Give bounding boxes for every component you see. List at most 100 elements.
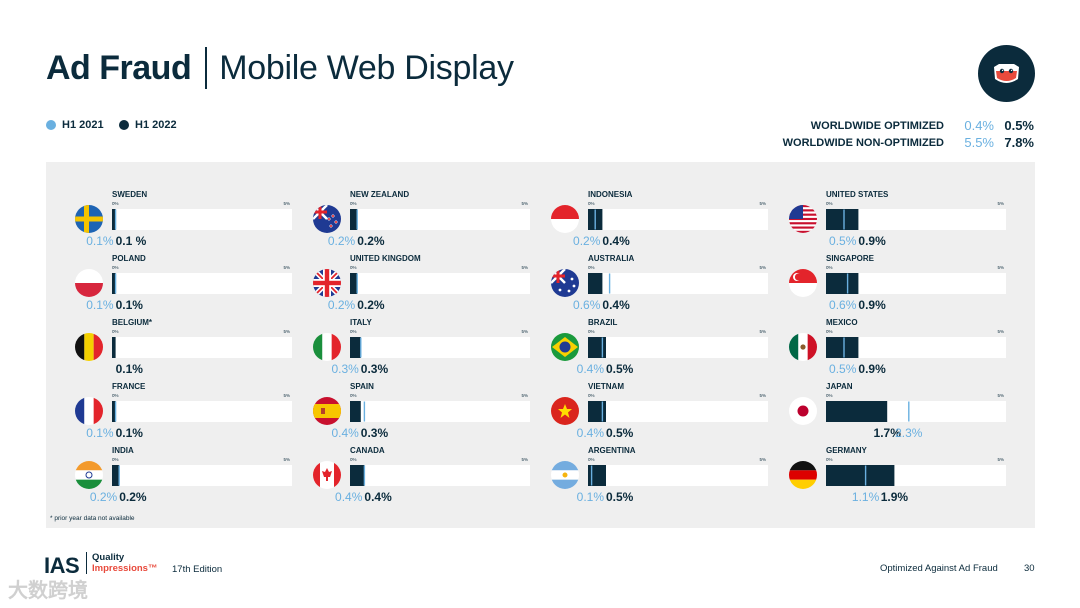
worldwide-optimized: WORLDWIDE OPTIMIZED 0.4% 0.5% [811, 118, 1034, 133]
new-zealand-flag-icon [313, 205, 341, 233]
legend-h1-2021: H1 2021 [46, 119, 104, 131]
australia-flag-icon [551, 269, 579, 297]
legend-dot-2021 [46, 120, 56, 130]
bar-track [826, 273, 1006, 294]
bar-h1-2022 [350, 401, 361, 422]
label-h1-2022: 0.9% [858, 298, 886, 312]
axis-min-label: 0% [350, 457, 357, 462]
bar-h1-2022 [826, 401, 888, 422]
title-divider [205, 47, 208, 89]
logo-divider [86, 552, 87, 574]
bar-track [588, 273, 768, 294]
country-row: JAPAN 0% 5% 1.7%2.3% [789, 382, 1006, 440]
canada-flag-icon [313, 461, 341, 489]
axis-max-label: 5% [997, 457, 1004, 462]
country-name: VIETNAM [588, 382, 624, 391]
axis-max-label: 5% [521, 201, 528, 206]
chart-panel: SWEDEN 0% 5% 0.1% 0.1 % POLAND 0% 5% 0.1% 0.1% BEL… [46, 162, 1035, 528]
label-h1-2022: 0.2% [357, 234, 385, 248]
argentina-flag-icon [551, 461, 579, 489]
axis-min-label: 0% [112, 457, 119, 462]
page-number: 30 [1024, 563, 1035, 574]
country-row: INDIA 0% 5% 0.2% 0.2% [75, 446, 292, 504]
label-h1-2022: 0.3% [361, 362, 389, 376]
country-name: FRANCE [112, 382, 146, 391]
label-h1-2021: 0.4% [331, 426, 359, 440]
bar-track [350, 465, 530, 486]
label-h1-2022: 0.4% [364, 490, 392, 504]
bar-h1-2022 [112, 401, 116, 422]
label-h1-2022: 0.9% [858, 362, 886, 376]
country-row: BELGIUM* 0% 5% 0.1% [75, 318, 292, 376]
sweden-flag-icon [75, 205, 103, 233]
ias-logo: IAS [44, 553, 80, 578]
bar-h1-2022 [350, 273, 358, 294]
country-row: SWEDEN 0% 5% 0.1% 0.1 % [75, 190, 292, 248]
bar-track [350, 337, 530, 358]
label-h1-2021: 0.1% [86, 298, 114, 312]
country-row: MEXICO 0% 5% 0.5% 0.9% [789, 318, 1006, 376]
bar-track [588, 337, 768, 358]
label-h1-2021: 0.4% [335, 490, 363, 504]
label-h1-2022: 0.2% [357, 298, 385, 312]
axis-max-label: 5% [521, 457, 528, 462]
uk-flag-icon [313, 269, 341, 297]
bar-track [588, 401, 768, 422]
worldwide-optimized-2022: 0.5% [1004, 118, 1034, 133]
bar-h1-2022 [112, 465, 120, 486]
legend-label-2021: H1 2021 [62, 119, 104, 131]
indonesia-flag-icon [551, 205, 579, 233]
bar-track [112, 273, 292, 294]
label-h1-2021: 0.6% [829, 298, 857, 312]
label-h1-2021: 2.3% [895, 426, 923, 440]
label-h1-2022: 0.4% [602, 234, 630, 248]
country-name: SPAIN [350, 382, 374, 391]
country-name: AUSTRALIA [588, 254, 634, 263]
india-flag-icon [75, 461, 103, 489]
country-row: CANADA 0% 5% 0.4% 0.4% [313, 446, 530, 504]
label-h1-2022: 0.5% [606, 426, 634, 440]
country-row: ARGENTINA 0% 5% 0.1% 0.5% [551, 446, 768, 504]
country-name: GERMANY [826, 446, 868, 455]
label-h1-2022: 0.2% [119, 490, 147, 504]
axis-max-label: 5% [759, 393, 766, 398]
bar-h1-2022 [112, 273, 116, 294]
country-name: UNITED KINGDOM [350, 254, 421, 263]
germany-flag-icon [789, 461, 817, 489]
bar-h1-2022 [350, 209, 358, 230]
bar-h1-2022 [350, 465, 365, 486]
label-h1-2021: 0.5% [829, 234, 857, 248]
country-name: INDONESIA [588, 190, 633, 199]
japan-flag-icon [789, 397, 817, 425]
bar-track [112, 209, 292, 230]
bar-h1-2022 [588, 273, 603, 294]
label-h1-2021: 0.1% [577, 490, 605, 504]
bar-track [350, 401, 530, 422]
label-h1-2022: 0.3% [361, 426, 389, 440]
brazil-flag-icon [551, 333, 579, 361]
country-row: BRAZIL 0% 5% 0.4% 0.5% [551, 318, 768, 376]
bar-track [112, 337, 292, 358]
country-name: NEW ZEALAND [350, 190, 409, 199]
label-h1-2022: 0.1% [116, 298, 144, 312]
axis-min-label: 0% [350, 265, 357, 270]
label-h1-2021: 0.1% [86, 234, 114, 248]
bar-h1-2022 [588, 465, 606, 486]
axis-min-label: 0% [588, 265, 595, 270]
title-bold: Ad Fraud [46, 48, 192, 87]
axis-max-label: 5% [759, 457, 766, 462]
country-name: SINGAPORE [826, 254, 875, 263]
bar-track [112, 401, 292, 422]
label-h1-2021: 0.2% [328, 298, 356, 312]
label-h1-2021: 0.1% [86, 426, 114, 440]
poland-flag-icon [75, 269, 103, 297]
country-row: UNITED STATES 0% 5% 0.5% 0.9% [789, 190, 1006, 248]
bar-track [588, 209, 768, 230]
axis-max-label: 5% [283, 329, 290, 334]
country-name: JAPAN [826, 382, 853, 391]
bar-track [112, 465, 292, 486]
label-h1-2022: 0.4% [602, 298, 630, 312]
bar-h1-2022 [588, 401, 606, 422]
axis-max-label: 5% [283, 265, 290, 270]
